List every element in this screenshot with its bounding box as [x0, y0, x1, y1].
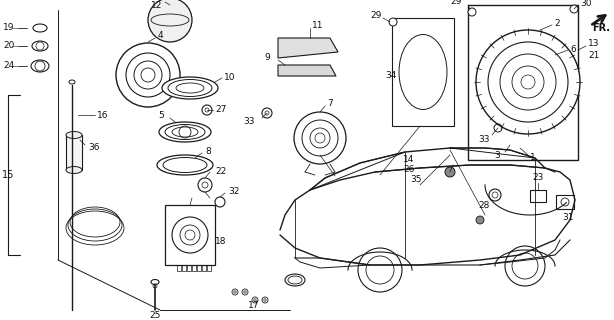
Circle shape — [116, 43, 180, 107]
Text: FR.: FR. — [592, 23, 610, 33]
Text: 16: 16 — [97, 110, 109, 119]
Circle shape — [294, 112, 346, 164]
Text: 26: 26 — [403, 165, 414, 174]
Bar — [207, 265, 211, 271]
Polygon shape — [278, 38, 338, 58]
Bar — [468, 5, 578, 160]
Bar — [192, 265, 196, 271]
Text: 30: 30 — [580, 0, 591, 9]
Ellipse shape — [157, 155, 213, 175]
Text: 18: 18 — [215, 237, 227, 246]
Text: 36: 36 — [88, 143, 99, 153]
Text: 7: 7 — [327, 100, 333, 108]
Text: 11: 11 — [312, 21, 324, 30]
Text: 31: 31 — [562, 213, 573, 222]
Ellipse shape — [159, 122, 211, 142]
Circle shape — [489, 189, 501, 201]
Circle shape — [476, 30, 580, 134]
Ellipse shape — [32, 41, 48, 51]
Text: 33: 33 — [244, 117, 255, 126]
Bar — [187, 265, 191, 271]
Text: 8: 8 — [205, 147, 211, 156]
Text: 27: 27 — [215, 106, 227, 115]
Circle shape — [232, 289, 238, 295]
Text: 13: 13 — [588, 39, 599, 49]
Text: 29: 29 — [370, 12, 381, 20]
Circle shape — [252, 297, 258, 303]
Text: 33: 33 — [478, 135, 490, 145]
Text: 22: 22 — [215, 167, 226, 177]
Polygon shape — [278, 65, 336, 76]
Circle shape — [262, 297, 268, 303]
Circle shape — [198, 178, 212, 192]
Ellipse shape — [33, 24, 47, 32]
Text: 25: 25 — [149, 310, 161, 319]
Bar — [556, 195, 574, 209]
Bar — [66, 135, 82, 170]
Circle shape — [468, 8, 476, 16]
Circle shape — [202, 105, 212, 115]
Circle shape — [215, 197, 225, 207]
Text: 2: 2 — [554, 20, 559, 28]
Text: 19: 19 — [3, 23, 15, 33]
Text: 20: 20 — [3, 42, 14, 51]
Bar — [530, 190, 546, 202]
Ellipse shape — [31, 60, 49, 72]
Text: 24: 24 — [3, 61, 14, 70]
Text: 32: 32 — [228, 188, 239, 196]
Bar — [165, 205, 215, 265]
Text: 5: 5 — [158, 110, 164, 119]
Text: 10: 10 — [224, 73, 236, 82]
Text: —: — — [12, 43, 19, 49]
Bar — [202, 265, 206, 271]
Bar — [182, 265, 186, 271]
Circle shape — [242, 289, 248, 295]
Text: 17: 17 — [248, 300, 260, 309]
Ellipse shape — [162, 77, 218, 99]
Circle shape — [476, 216, 484, 224]
Ellipse shape — [285, 274, 305, 286]
Text: 3: 3 — [494, 150, 500, 159]
Text: 12: 12 — [150, 1, 162, 10]
Circle shape — [445, 167, 455, 177]
Circle shape — [570, 5, 578, 13]
Text: 23: 23 — [532, 173, 543, 182]
Text: 14: 14 — [403, 156, 414, 164]
Circle shape — [389, 18, 397, 26]
Text: 9: 9 — [264, 52, 270, 61]
Bar — [197, 265, 201, 271]
Text: 35: 35 — [410, 175, 421, 185]
Bar — [392, 18, 454, 126]
Ellipse shape — [66, 132, 82, 139]
Bar — [177, 265, 181, 271]
Circle shape — [148, 0, 192, 42]
Text: 28: 28 — [479, 201, 490, 210]
Text: —: — — [12, 25, 19, 31]
Text: 4: 4 — [158, 31, 163, 41]
Text: 34: 34 — [385, 71, 397, 81]
Circle shape — [262, 108, 272, 118]
Text: 6: 6 — [570, 45, 576, 54]
Text: —: — — [12, 63, 19, 69]
Text: 15: 15 — [2, 170, 14, 180]
Ellipse shape — [66, 166, 82, 173]
Text: 21: 21 — [588, 52, 599, 60]
Text: 29: 29 — [451, 0, 462, 6]
Text: 1: 1 — [530, 153, 536, 162]
